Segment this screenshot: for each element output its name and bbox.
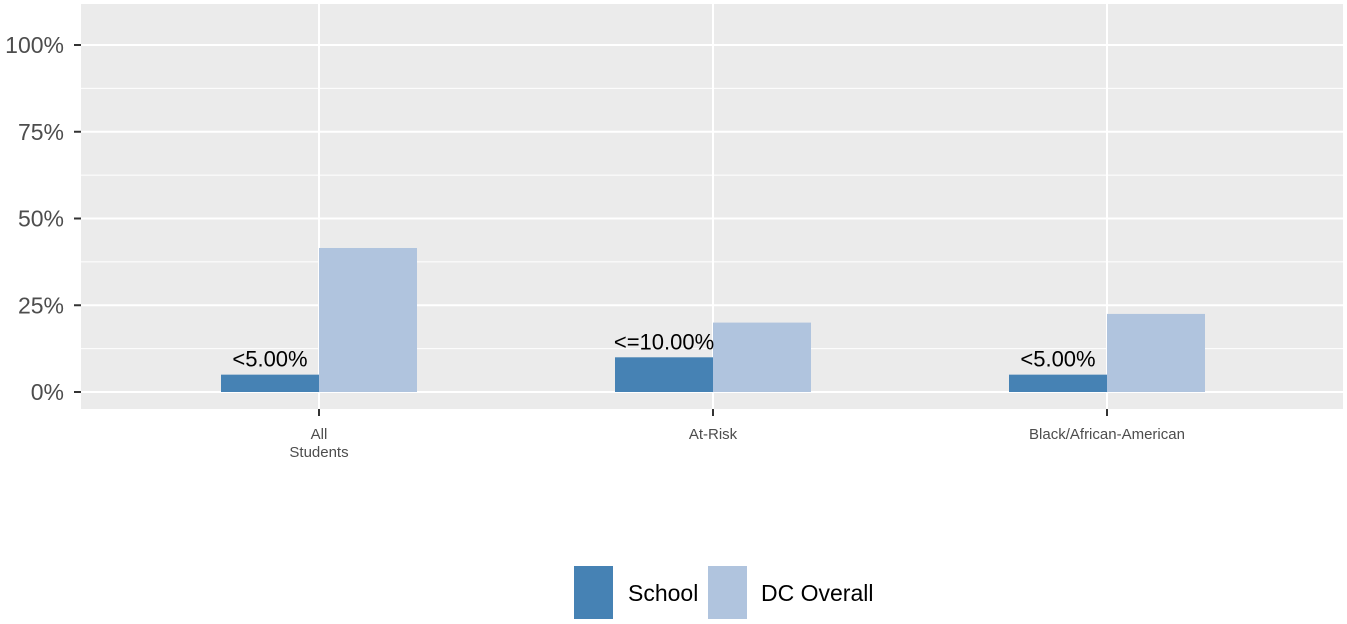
bar-dc-overall [713,322,811,392]
x-tick-label: At-Risk [689,426,738,443]
legend-key-dc-overall [708,566,747,619]
data-label: <5.00% [232,347,307,372]
y-tick-label: 25% [18,292,64,318]
data-labels-layer: <5.00% <=10.00% <5.00% [232,329,1095,371]
legend-label: School [628,580,698,606]
x-tick-label: All Students [289,426,348,461]
x-tick-label-line: Black/African-American [1029,426,1185,443]
x-tick-label-line: All [311,426,328,443]
y-tick-label: 50% [18,206,64,232]
data-label: <=10.00% [614,329,714,354]
legend-key-school [574,566,613,619]
x-tick-label-line: At-Risk [689,426,738,443]
x-tick-label: Black/African-American [1029,426,1185,443]
bar-dc-overall [1107,313,1205,392]
bar-school [615,357,713,392]
bar-dc-overall [319,247,417,392]
y-axis: 0% 25% 50% 75% 100% [5,32,81,405]
x-axis: All Students At-Risk Black/African-American [289,409,1185,461]
y-tick-label: 100% [5,32,64,58]
bar-school [1009,374,1107,392]
bars-layer [221,247,1205,392]
x-tick-label-line: Students [289,444,348,461]
bar-school [221,374,319,392]
data-label: <5.00% [1020,347,1095,372]
legend-label: DC Overall [761,580,873,606]
y-tick-label: 0% [31,379,64,405]
legend: School DC Overall [574,566,873,619]
y-tick-label: 75% [18,119,64,145]
